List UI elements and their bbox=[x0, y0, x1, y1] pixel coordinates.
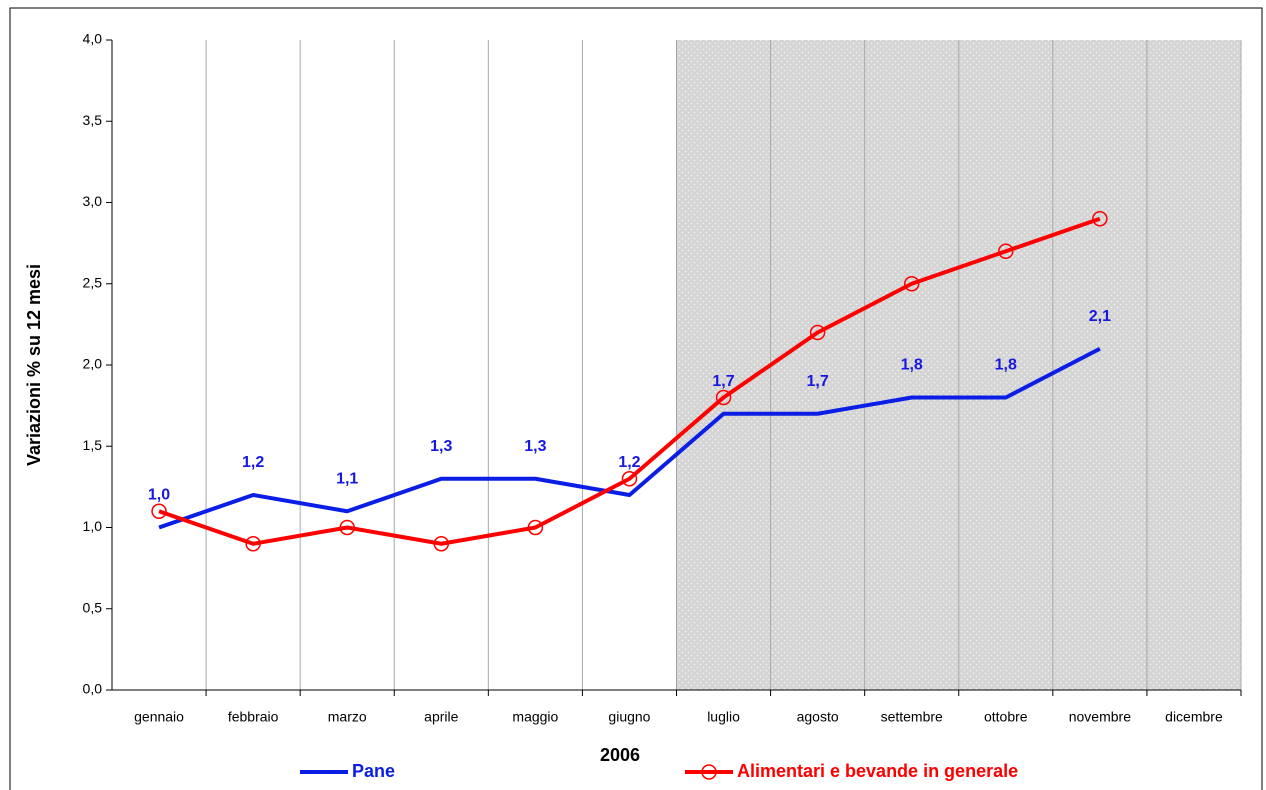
x-tick-label: giugno bbox=[608, 709, 650, 725]
point bbox=[715, 389, 732, 406]
point bbox=[621, 471, 638, 487]
x-tick-label: maggio bbox=[512, 709, 558, 725]
point bbox=[527, 519, 544, 536]
frame bbox=[9, 7, 1263, 790]
x-tick-label: gennaio bbox=[134, 709, 184, 725]
value-label: 1,1 bbox=[336, 470, 358, 487]
point bbox=[245, 536, 261, 552]
point bbox=[903, 276, 920, 292]
y-tick-label: 3,5 bbox=[83, 112, 103, 128]
legend-marker bbox=[701, 764, 717, 780]
y-tick-label: 3,0 bbox=[83, 193, 103, 209]
x-axis-title: 2006 bbox=[600, 745, 640, 765]
point bbox=[339, 519, 355, 536]
x-tick-label: novembre bbox=[1069, 709, 1131, 725]
value-label: 1,0 bbox=[148, 487, 170, 504]
point bbox=[433, 536, 450, 552]
point bbox=[809, 324, 826, 341]
series-line bbox=[158, 346, 1101, 530]
y-axis-title: Variazioni % su 12 mesi bbox=[24, 264, 44, 466]
x-tick-label: ottobre bbox=[984, 709, 1028, 725]
value-label: 2,1 bbox=[1089, 308, 1111, 325]
x-tick-label: marzo bbox=[328, 709, 367, 725]
point bbox=[151, 503, 167, 519]
x-tick-label: febbraio bbox=[228, 709, 279, 725]
series-line bbox=[158, 216, 1101, 546]
value-label: 1,7 bbox=[807, 373, 829, 390]
point bbox=[1092, 211, 1108, 227]
y-tick-label: 2,0 bbox=[83, 356, 103, 372]
y-tick-label: 1,0 bbox=[83, 518, 103, 534]
value-label: 1,2 bbox=[618, 454, 640, 471]
value-label: 1,8 bbox=[995, 357, 1017, 374]
x-tick-label: settembre bbox=[881, 709, 943, 725]
legend-label: Pane bbox=[352, 761, 395, 781]
x-tick-label: aprile bbox=[424, 709, 458, 725]
x-tick-label: dicembre bbox=[1165, 709, 1223, 725]
value-label: 1,8 bbox=[901, 357, 923, 374]
point bbox=[998, 243, 1014, 259]
x-tick-label: agosto bbox=[797, 709, 839, 725]
y-tick-label: 2,5 bbox=[83, 274, 103, 290]
y-tick-label: 0,0 bbox=[83, 681, 103, 697]
y-tick-label: 4,0 bbox=[83, 31, 103, 47]
x-tick-label: luglio bbox=[707, 709, 740, 725]
y-tick-label: 1,5 bbox=[83, 437, 103, 453]
value-label: 1,7 bbox=[712, 373, 734, 390]
value-label: 1,2 bbox=[242, 454, 264, 471]
y-tick-label: 0,5 bbox=[83, 599, 103, 615]
value-label: 1,3 bbox=[524, 438, 546, 455]
value-label: 1,3 bbox=[430, 438, 452, 455]
legend-label: Alimentari e bevande in generale bbox=[737, 761, 1018, 781]
